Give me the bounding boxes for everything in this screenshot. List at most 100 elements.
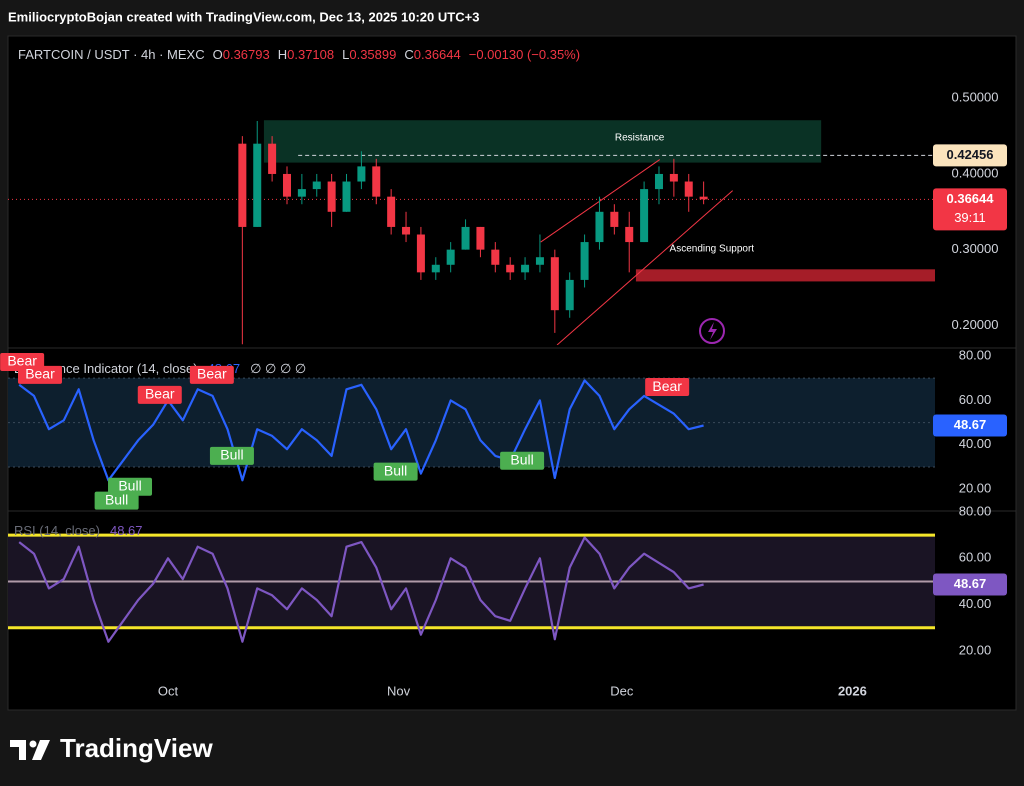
candle-body (491, 249, 500, 265)
ohlc-key: O (213, 47, 223, 62)
annotation: Resistance (615, 132, 665, 143)
signal-label: Bull (510, 451, 533, 467)
signal-label: Bull (118, 477, 141, 493)
candle-body (595, 211, 604, 243)
candle-body (342, 181, 351, 212)
candle-body (535, 257, 544, 265)
y-tick-label: 40.00 (959, 596, 992, 611)
candle-body (476, 226, 485, 250)
indicator-value: 48.67 (110, 523, 143, 538)
candle-body (402, 226, 411, 235)
price-marker (933, 414, 1007, 437)
y-tick-label: 0.30000 (952, 241, 999, 256)
logo-mark (10, 740, 26, 760)
annotation: Ascending Support (670, 244, 755, 255)
signal-badge (108, 477, 153, 496)
candle-body (684, 181, 693, 197)
zone (263, 120, 822, 163)
ohlc-value: 0.36644 (414, 47, 461, 62)
y-tick-label: 0.50000 (952, 90, 999, 105)
candle-body (431, 264, 440, 273)
pane (8, 120, 935, 345)
logo-mark (29, 740, 37, 748)
signal-badge (209, 446, 254, 465)
price-marker-label: 0.36644 (947, 191, 995, 206)
zone (635, 269, 935, 282)
candle-body (446, 249, 455, 265)
x-tick-label: Oct (158, 683, 179, 698)
signal-label: Bear (145, 386, 175, 402)
candle-body (565, 279, 574, 311)
x-tick-label: 2026 (838, 683, 867, 698)
signal-label: Bull (105, 491, 128, 507)
x-tick-label: Dec (610, 683, 634, 698)
icon-ring (699, 318, 725, 344)
signal-label: Bear (25, 366, 55, 382)
candle-body (372, 166, 381, 197)
lightning-icon (699, 318, 725, 344)
countdown: 39:11 (954, 210, 986, 225)
ohlc-value: 0.37108 (287, 47, 334, 62)
candle-body (521, 264, 530, 273)
ohlc-key: H (278, 47, 287, 62)
indicator-title: RSI (14, close) (14, 523, 100, 538)
candle-body (253, 143, 262, 227)
candle-body (550, 257, 559, 311)
indicator-line (18, 536, 704, 643)
signal-label: Bear (197, 366, 227, 382)
indicator-legend: RSI (14, close) 48.67 (14, 523, 143, 538)
trendline (540, 159, 661, 243)
candle-body (238, 143, 247, 227)
signal-label: Bear (652, 378, 682, 394)
signal-badge (500, 451, 545, 470)
logo (10, 740, 50, 760)
y-tick-label: 60.00 (959, 392, 992, 407)
ohlc-value: 0.35899 (349, 47, 396, 62)
candle-body (268, 143, 277, 174)
candle-body (640, 189, 649, 243)
ohlc-key: C (404, 47, 413, 62)
candle-body (625, 226, 634, 243)
y-tick-label: 60.00 (959, 550, 992, 565)
trendline (556, 190, 733, 345)
candle-body (387, 196, 396, 227)
y-tick-label: 20.00 (959, 642, 992, 657)
candle-body (282, 173, 291, 197)
alert-marker (933, 144, 1007, 167)
y-tick-label: 0.20000 (952, 317, 999, 332)
y-tick-label: 40.00 (959, 436, 992, 451)
candle-body (699, 196, 708, 200)
signal-label: Bear (7, 353, 37, 369)
candle-body (654, 173, 663, 190)
symbol-legend: FARTCOIN / USDT · 4h · MEXC O0.36793 H0.37… (18, 47, 580, 62)
signal-label: Bull (220, 447, 243, 463)
candle-body (416, 234, 425, 273)
indicator-line (18, 379, 704, 482)
y-tick-label: 80.00 (959, 503, 992, 518)
brand: TradingView (60, 733, 213, 763)
y-tick-label: 80.00 (959, 347, 992, 362)
signal-badge (373, 462, 418, 481)
price-marker-label: 48.67 (954, 576, 987, 591)
candle-body (580, 242, 589, 280)
alert-marker-label: 0.42456 (947, 147, 994, 162)
candle-body (461, 226, 470, 250)
signal-badge (17, 365, 62, 384)
candle-body (297, 189, 306, 197)
attribution: EmiliocryptoBojan created with TradingVi… (8, 9, 479, 24)
signal-badge (137, 385, 182, 404)
signal-badge (94, 491, 139, 510)
candle-body (610, 211, 619, 227)
candle-body (506, 264, 515, 273)
y-tick-label: 0.40000 (952, 165, 999, 180)
signal-badge (189, 365, 234, 384)
price-marker-label: 48.67 (954, 417, 987, 432)
indicator-status: ∅ ∅ ∅ ∅ (250, 361, 306, 376)
change: −0.00130 (−0.35%) (469, 47, 580, 62)
x-tick-label: Nov (387, 683, 411, 698)
candle-body (357, 166, 366, 182)
ohlc-key: L (342, 47, 349, 62)
price-marker (933, 188, 1007, 231)
